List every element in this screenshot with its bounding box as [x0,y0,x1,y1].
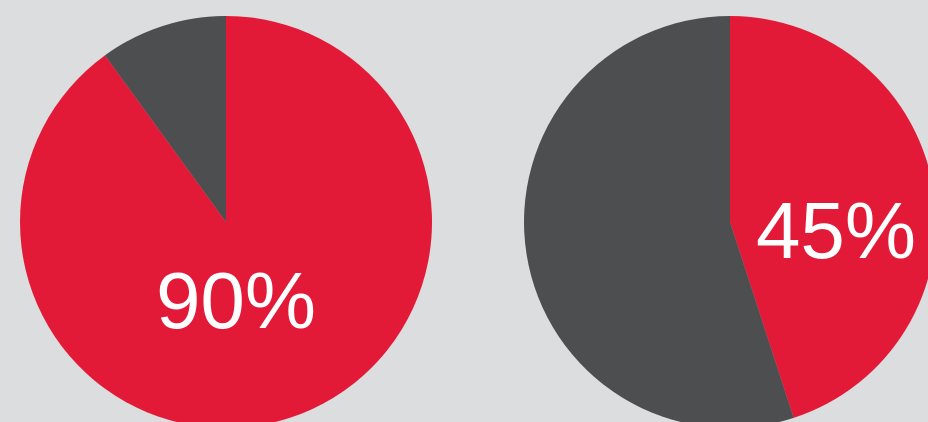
pie-chart-1-percent-label: 90% [156,256,316,345]
pie-chart-1-slice-filled [20,16,432,422]
pie-chart-1-slice-remainder [104,16,226,222]
pie-chart-2-slice-filled [730,16,928,418]
pie-chart-2-percent-label: 45% [756,186,916,275]
pie-chart-1 [20,16,432,422]
pie-chart-2-slice-remainder [524,16,794,422]
pie-chart-2 [524,16,928,422]
